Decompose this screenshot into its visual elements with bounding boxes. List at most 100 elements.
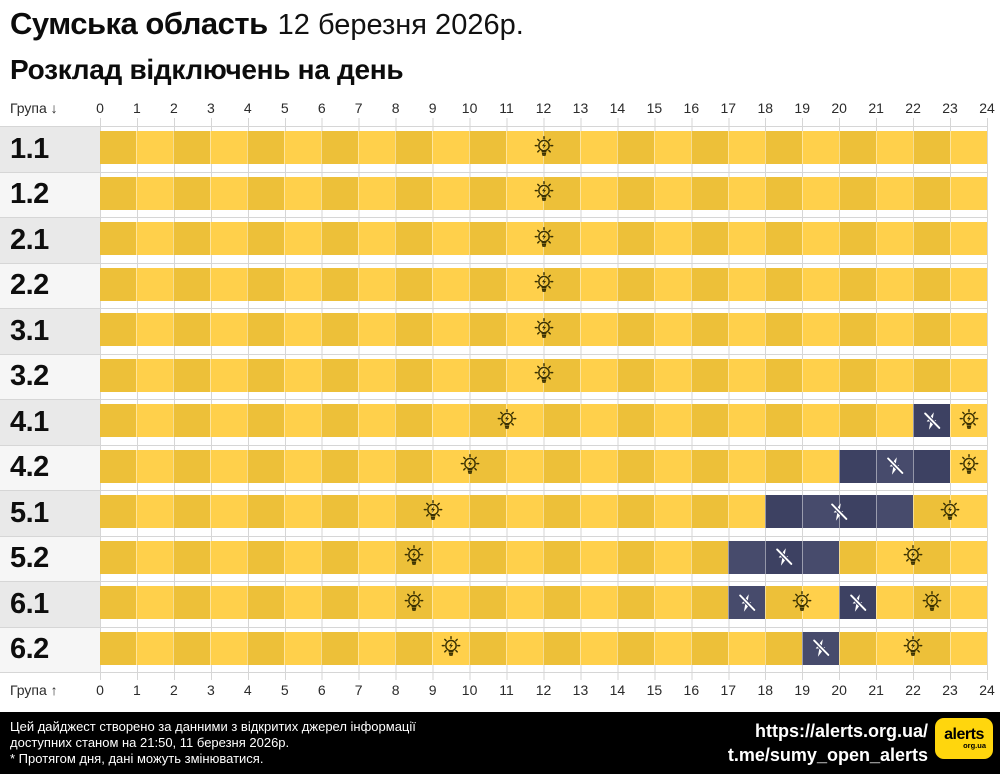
- schedule-row: 4.1: [0, 400, 988, 446]
- hour-cell: [247, 540, 284, 574]
- hour-cell: [247, 449, 284, 483]
- hour-cell: [617, 631, 654, 665]
- hour-cell: [469, 131, 506, 164]
- hour-cell: [691, 540, 728, 574]
- group-label: 2.1: [0, 218, 100, 263]
- hour-cell: [284, 495, 321, 528]
- hour-cell: [210, 176, 247, 210]
- hour-cell: [136, 449, 173, 483]
- row-bar: [100, 631, 987, 665]
- hour-label: 9: [428, 100, 437, 116]
- hour-cell: [765, 449, 802, 483]
- hour-cell: [100, 404, 136, 437]
- bulb-icon: [459, 453, 480, 479]
- bulb-icon: [533, 362, 554, 388]
- power-off-icon: [921, 410, 943, 432]
- bulb-icon: [533, 317, 554, 343]
- group-label: 6.2: [0, 627, 100, 672]
- hour-cell: [839, 358, 876, 392]
- schedule-row: 1.2: [0, 172, 988, 218]
- hour-cell: [506, 131, 543, 164]
- hour-cell: [913, 176, 950, 210]
- schedule-row: 3.2: [0, 354, 988, 400]
- hour-cell: [950, 540, 987, 574]
- hour-cell: [728, 540, 765, 574]
- footer: Цей дайджест створено за данними з відкр…: [0, 712, 1000, 774]
- hour-cell: [395, 222, 432, 255]
- hour-cell: [691, 222, 728, 255]
- row-timeline: [100, 127, 988, 172]
- hour-cell: [765, 358, 802, 392]
- hour-cell: [617, 131, 654, 164]
- footer-links: https://alerts.org.ua/ t.me/sumy_open_al…: [728, 719, 928, 767]
- telegram-link[interactable]: t.me/sumy_open_alerts: [727, 745, 928, 765]
- hour-label: 15: [646, 100, 663, 116]
- hour-cell: [950, 176, 987, 210]
- tick-marks-bottom: [100, 672, 988, 680]
- hour-cell: [247, 267, 284, 301]
- hour-cell: [173, 358, 210, 392]
- hour-cell: [876, 631, 913, 665]
- bulb-icon: [792, 590, 813, 616]
- hour-cell: [469, 222, 506, 255]
- tick-marks-top: [100, 118, 988, 126]
- hour-cell: [543, 586, 580, 619]
- hour-cell: [765, 404, 802, 437]
- group-label: 5.2: [0, 536, 100, 581]
- hour-cell: [100, 631, 136, 665]
- hour-cell: [173, 313, 210, 346]
- row-bar: [100, 267, 987, 301]
- hour-cell: [284, 586, 321, 619]
- hour-cell: [284, 313, 321, 346]
- hour-cell: [728, 404, 765, 437]
- hour-cell: [284, 222, 321, 255]
- group-axis-label-bottom: Група ↑: [10, 682, 58, 698]
- hour-cell: [284, 176, 321, 210]
- hour-label: 8: [391, 682, 400, 698]
- bulb-icon: [422, 499, 443, 525]
- hour-cell: [247, 222, 284, 255]
- hour-cell: [691, 131, 728, 164]
- site-url-link[interactable]: https://alerts.org.ua/: [754, 721, 928, 741]
- hour-cell: [543, 313, 580, 346]
- hour-cell: [395, 358, 432, 392]
- hour-cell: [839, 404, 876, 437]
- hour-cell: [247, 313, 284, 346]
- hour-cell: [543, 404, 580, 437]
- hour-cell: [100, 313, 136, 346]
- hour-cell: [654, 176, 691, 210]
- hour-cell: [210, 540, 247, 574]
- hour-cell: [802, 540, 839, 574]
- hour-cell: [876, 131, 913, 164]
- source-note-line2: доступних станом на 21:50, 11 березня 20…: [10, 735, 290, 750]
- hour-cell: [691, 176, 728, 210]
- hour-cell: [136, 222, 173, 255]
- hour-cell: [876, 495, 913, 528]
- hour-cell: [469, 449, 506, 483]
- hour-cell: [913, 267, 950, 301]
- row-timeline: [100, 536, 988, 581]
- row-timeline: [100, 354, 988, 399]
- hour-label: 0: [96, 682, 104, 698]
- hour-cell: [617, 540, 654, 574]
- hour-cell: [321, 267, 358, 301]
- hour-cell: [839, 449, 876, 483]
- hour-label: 17: [720, 100, 737, 116]
- power-off-icon: [884, 455, 906, 477]
- hour-cell: [506, 267, 543, 301]
- hour-cell: [654, 313, 691, 346]
- hour-cell: [728, 631, 765, 665]
- hour-cell: [506, 586, 543, 619]
- power-off-icon: [773, 546, 795, 568]
- hour-label: 0: [96, 100, 104, 116]
- hour-cell: [136, 495, 173, 528]
- hour-cell: [136, 176, 173, 210]
- row-timeline: [100, 627, 988, 672]
- hour-cell: [432, 449, 469, 483]
- hour-cell: [358, 358, 395, 392]
- bulb-icon: [404, 590, 425, 616]
- hour-cell: [617, 313, 654, 346]
- hour-cell: [543, 358, 580, 392]
- hour-cell: [321, 495, 358, 528]
